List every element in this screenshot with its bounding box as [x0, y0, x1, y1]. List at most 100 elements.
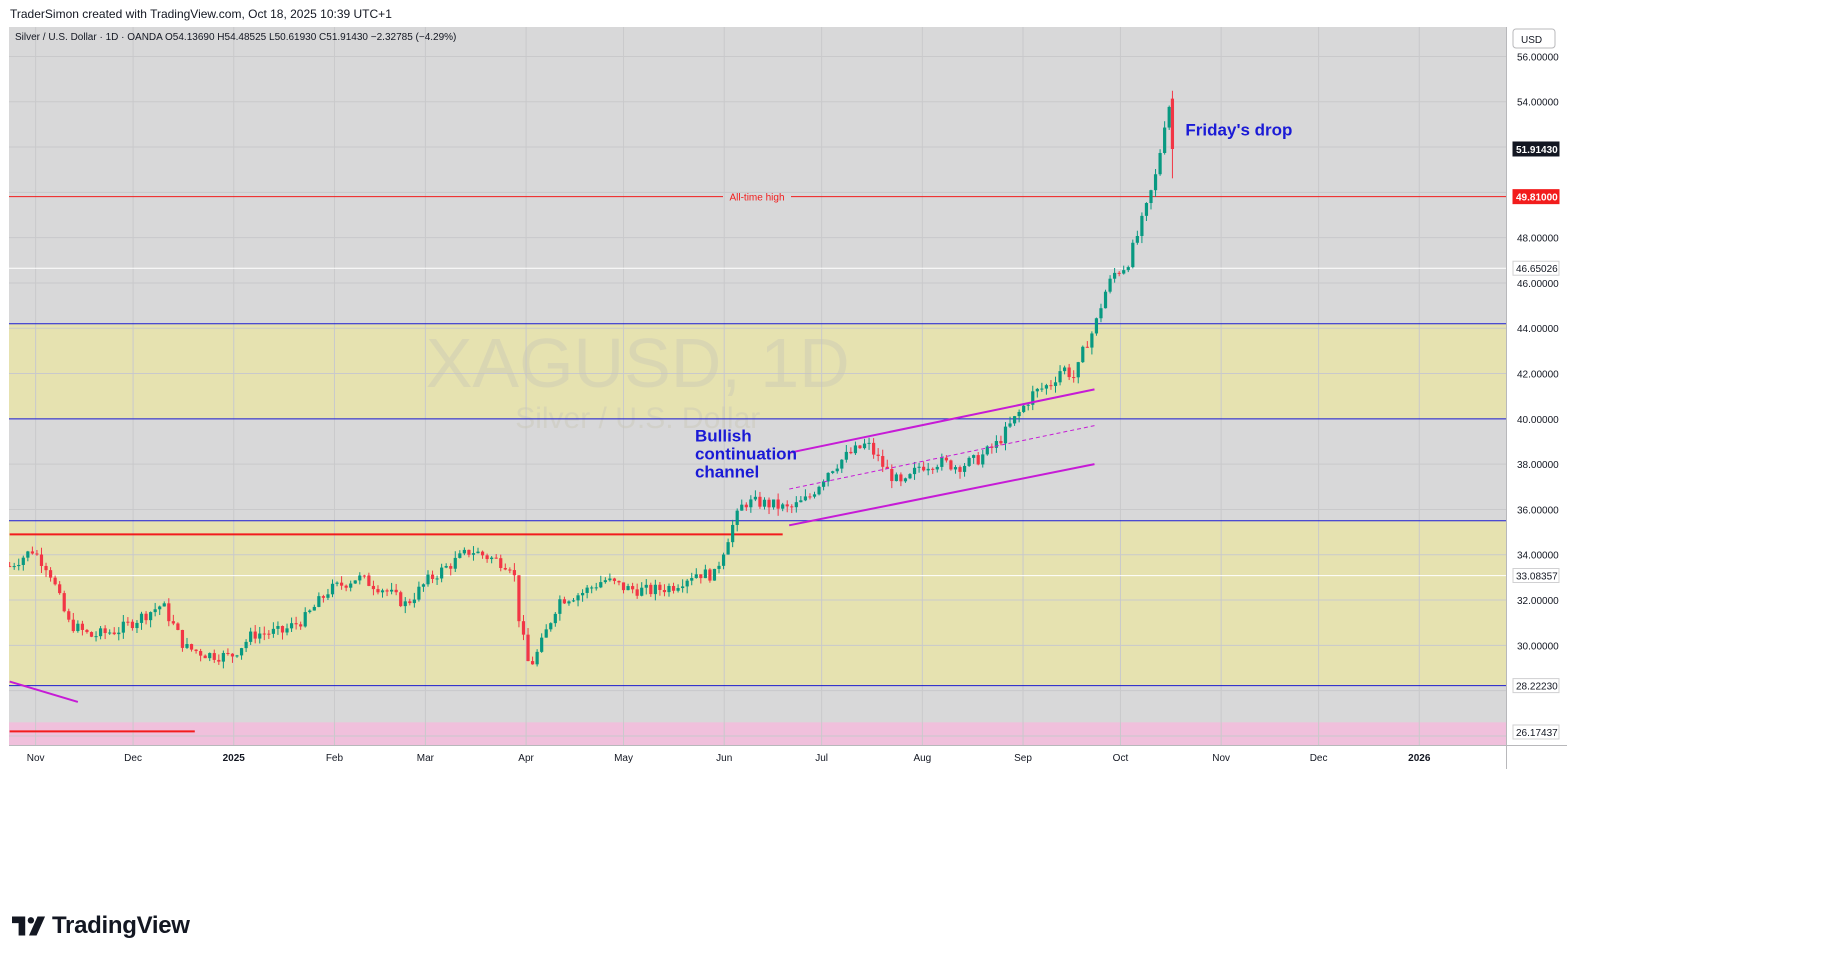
- candle: [1108, 275, 1112, 294]
- candle: [421, 583, 426, 592]
- candle-body: [108, 632, 112, 634]
- candle: [121, 614, 125, 639]
- candle-body: [1113, 272, 1117, 279]
- candle: [158, 605, 162, 616]
- candle: [67, 608, 71, 623]
- candle-body: [1026, 404, 1030, 406]
- candle-body: [662, 589, 667, 593]
- candle: [499, 554, 503, 572]
- y-tick-label: 56.00000: [1517, 52, 1559, 63]
- candle-body: [180, 629, 185, 648]
- chart-panel[interactable]: XAGUSD, 1D Silver / U.S. Dollar All-time h…: [9, 27, 1835, 900]
- candle-body: [299, 624, 303, 627]
- candle-body: [517, 575, 521, 622]
- candle-body: [972, 455, 976, 458]
- candle: [426, 570, 430, 587]
- candle: [858, 444, 862, 450]
- candle-body: [744, 504, 748, 508]
- candle: [271, 622, 275, 638]
- candle: [831, 470, 835, 475]
- candle-body: [717, 565, 721, 569]
- tradingview-logo-text: TradingView: [52, 912, 190, 939]
- candle: [39, 547, 44, 573]
- candle: [440, 563, 444, 583]
- candle: [185, 637, 189, 649]
- candle-body: [289, 623, 294, 629]
- candle-body: [803, 496, 808, 501]
- candle-body: [835, 468, 839, 472]
- candle: [1158, 149, 1162, 176]
- candle-body: [1140, 215, 1144, 236]
- candle: [590, 585, 594, 594]
- candle-body: [76, 623, 80, 632]
- candle-body: [508, 569, 512, 571]
- candle-body: [917, 466, 921, 468]
- candle: [267, 630, 271, 639]
- candle-body: [649, 584, 653, 595]
- candle-body: [339, 582, 344, 586]
- candle-body: [30, 551, 34, 554]
- candle: [367, 572, 371, 587]
- candle-body: [203, 655, 207, 659]
- candle-body: [426, 574, 430, 585]
- candle: [580, 589, 585, 602]
- candle: [535, 649, 539, 667]
- candles: [9, 90, 1175, 669]
- candle-body: [658, 584, 662, 590]
- candle-body: [1099, 308, 1103, 319]
- candle-body: [312, 606, 316, 611]
- candle-body: [749, 499, 753, 508]
- candle-body: [1044, 385, 1049, 389]
- candle: [217, 654, 221, 665]
- candle-body: [1081, 346, 1085, 363]
- candle-body: [535, 651, 539, 665]
- candle-body: [39, 554, 44, 566]
- candle: [98, 625, 103, 640]
- candle: [512, 563, 516, 582]
- candle-body: [244, 641, 248, 649]
- candle: [1031, 385, 1035, 411]
- candle: [703, 564, 707, 579]
- candle: [608, 573, 612, 582]
- candle: [972, 454, 976, 464]
- candle: [371, 580, 376, 596]
- candle: [626, 583, 630, 591]
- candle-body: [671, 585, 676, 591]
- candle: [553, 612, 557, 627]
- candle-body: [962, 465, 967, 472]
- candle: [872, 438, 876, 459]
- x-tick-label: Nov: [1212, 753, 1230, 764]
- candle-body: [262, 633, 266, 635]
- candle-body: [221, 652, 225, 662]
- candle: [471, 546, 476, 561]
- candle: [526, 628, 530, 662]
- tradingview-logo[interactable]: TradingView: [12, 912, 190, 940]
- candle-body: [599, 582, 603, 588]
- candle: [103, 625, 107, 640]
- x-tick-label: Jun: [716, 753, 732, 764]
- candle: [953, 465, 958, 474]
- price-label: 46.65026: [1516, 264, 1558, 275]
- candle: [962, 463, 967, 477]
- candle: [1135, 230, 1139, 245]
- candle: [1140, 212, 1144, 244]
- candle: [890, 464, 894, 489]
- candle: [253, 625, 257, 644]
- candle: [385, 588, 389, 597]
- candle-body: [626, 586, 630, 591]
- candle: [808, 493, 812, 500]
- candle: [1035, 387, 1039, 398]
- gridlines: [9, 27, 1506, 745]
- candle-body: [953, 467, 958, 470]
- candle: [362, 574, 366, 579]
- candle-body: [26, 551, 30, 558]
- candle: [349, 580, 353, 592]
- candle: [208, 652, 212, 662]
- candle: [412, 592, 416, 608]
- candle: [139, 611, 144, 630]
- candle: [812, 491, 817, 499]
- candle: [790, 504, 794, 514]
- candle-body: [303, 612, 307, 627]
- price-zone-1: [9, 520, 1506, 687]
